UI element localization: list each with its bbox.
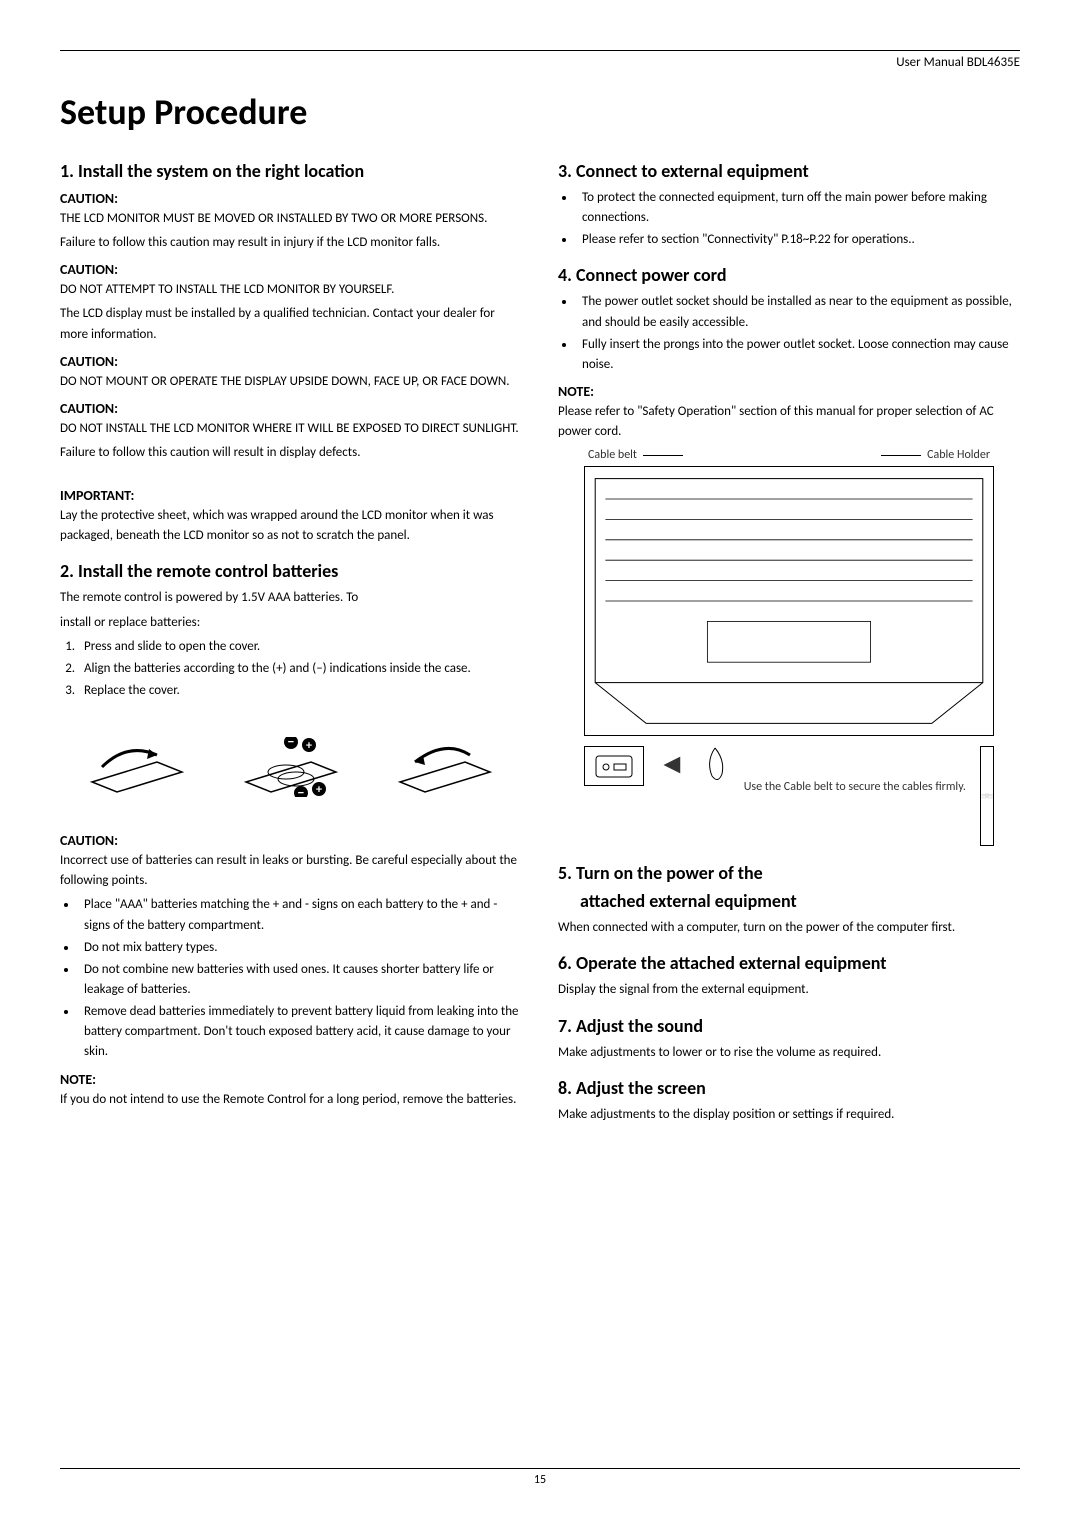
s2-intro2: install or replace batteries: — [60, 613, 522, 633]
cable-holder-detail — [980, 746, 994, 846]
page-title: Setup Procedure — [60, 90, 1020, 134]
s1-imp-p: Lay the protective sheet, which was wrap… — [60, 506, 522, 546]
list-item: Fully insert the prongs into the power o… — [576, 335, 1020, 375]
svg-text:−: − — [298, 784, 305, 797]
s4-heading: 4. Connect power cord — [558, 264, 1020, 286]
s1-c2-label: CAUTION: — [60, 261, 522, 278]
remote-step2-icon: +−+− — [241, 737, 341, 797]
header-right-text: User Manual BDL4635E — [60, 55, 1020, 70]
s7-p: Make adjustments to lower or to rise the… — [558, 1043, 1020, 1063]
tie-icon — [700, 746, 730, 786]
s2-caution-label: CAUTION: — [60, 832, 522, 849]
s6-p: Display the signal from the external equ… — [558, 980, 1020, 1000]
remote-step3-icon — [395, 737, 495, 797]
s1-c3-p1: DO NOT MOUNT OR OPERATE THE DISPLAY UPSI… — [60, 372, 522, 392]
s2-note-p: If you do not intend to use the Remote C… — [60, 1090, 522, 1110]
left-column: 1. Install the system on the right locat… — [60, 146, 522, 1129]
list-item: Please refer to section "Connectivity" P… — [576, 230, 1020, 250]
s1-c4-p2: Failure to follow this caution will resu… — [60, 443, 522, 463]
s1-c3-label: CAUTION: — [60, 353, 522, 370]
arrow-left-icon: ◄ — [658, 746, 686, 781]
s1-c1-p2: Failure to follow this caution may resul… — [60, 233, 522, 253]
remote-batteries-figure: +−+− — [60, 709, 522, 824]
s3-ul: To protect the connected equipment, turn… — [558, 188, 1020, 250]
s4-note-p: Please refer to "Safety Operation" secti… — [558, 402, 1020, 442]
list-item: Remove dead batteries immediately to pre… — [78, 1002, 522, 1062]
s1-c1-p1: THE LCD MONITOR MUST BE MOVED OR INSTALL… — [60, 209, 522, 229]
list-item: Replace the cover. — [78, 681, 522, 701]
s3-heading: 3. Connect to external equipment — [558, 160, 1020, 182]
fig-caption: Use the Cable belt to secure the cables … — [744, 746, 966, 796]
list-item: Do not combine new batteries with used o… — [78, 960, 522, 1000]
fig-label-left: Cable belt — [588, 448, 683, 462]
s7-heading: 7. Adjust the sound — [558, 1015, 1020, 1037]
s1-imp-label: IMPORTANT: — [60, 487, 522, 504]
s1-heading: 1. Install the system on the right locat… — [60, 160, 522, 182]
s1-c1-label: CAUTION: — [60, 190, 522, 207]
content-columns: 1. Install the system on the right locat… — [60, 146, 1020, 1129]
s2-ul: Place "AAA" batteries matching the + and… — [60, 895, 522, 1062]
s4-note-label: NOTE: — [558, 383, 1020, 400]
s5-heading-l1: 5. Turn on the power of the — [558, 862, 1020, 884]
list-item: The power outlet socket should be instal… — [576, 292, 1020, 332]
s2-intro1: The remote control is powered by 1.5V AA… — [60, 588, 522, 608]
s1-c4-label: CAUTION: — [60, 400, 522, 417]
s5-p: When connected with a computer, turn on … — [558, 918, 1020, 938]
right-column: 3. Connect to external equipment To prot… — [558, 146, 1020, 1129]
svg-text:+: + — [306, 739, 312, 753]
page-number: 15 — [60, 1469, 1020, 1487]
s8-p: Make adjustments to the display position… — [558, 1105, 1020, 1125]
s8-heading: 8. Adjust the screen — [558, 1077, 1020, 1099]
remote-step1-icon — [87, 737, 187, 797]
s2-caution-p1: Incorrect use of batteries can result in… — [60, 851, 522, 891]
monitor-back-diagram — [584, 466, 994, 736]
svg-text:−: − — [288, 737, 295, 750]
s1-c2-p2: The LCD display must be installed by a q… — [60, 304, 522, 344]
s1-c4-p1: DO NOT INSTALL THE LCD MONITOR WHERE IT … — [60, 419, 522, 439]
list-item: To protect the connected equipment, turn… — [576, 188, 1020, 228]
svg-text:+: + — [316, 783, 322, 797]
list-item: Press and slide to open the cover. — [78, 637, 522, 657]
s2-note-label: NOTE: — [60, 1071, 522, 1088]
cable-belt-icon — [584, 746, 644, 786]
s4-ul: The power outlet socket should be instal… — [558, 292, 1020, 375]
list-item: Align the batteries according to the (+)… — [78, 659, 522, 679]
s5-heading-l2: attached external equipment — [558, 890, 1020, 912]
header-rule — [60, 50, 1020, 51]
s2-heading: 2. Install the remote control batteries — [60, 560, 522, 582]
s1-c2-p1: DO NOT ATTEMPT TO INSTALL THE LCD MONITO… — [60, 280, 522, 300]
s2-ol: Press and slide to open the cover. Align… — [60, 637, 522, 701]
list-item: Do not mix battery types. — [78, 938, 522, 958]
footer: 15 — [60, 1468, 1020, 1487]
fig-label-right: Cable Holder — [881, 448, 990, 462]
list-item: Place "AAA" batteries matching the + and… — [78, 895, 522, 935]
s6-heading: 6. Operate the attached external equipme… — [558, 952, 1020, 974]
cable-figure: Cable belt Cable Holder — [558, 448, 1020, 848]
